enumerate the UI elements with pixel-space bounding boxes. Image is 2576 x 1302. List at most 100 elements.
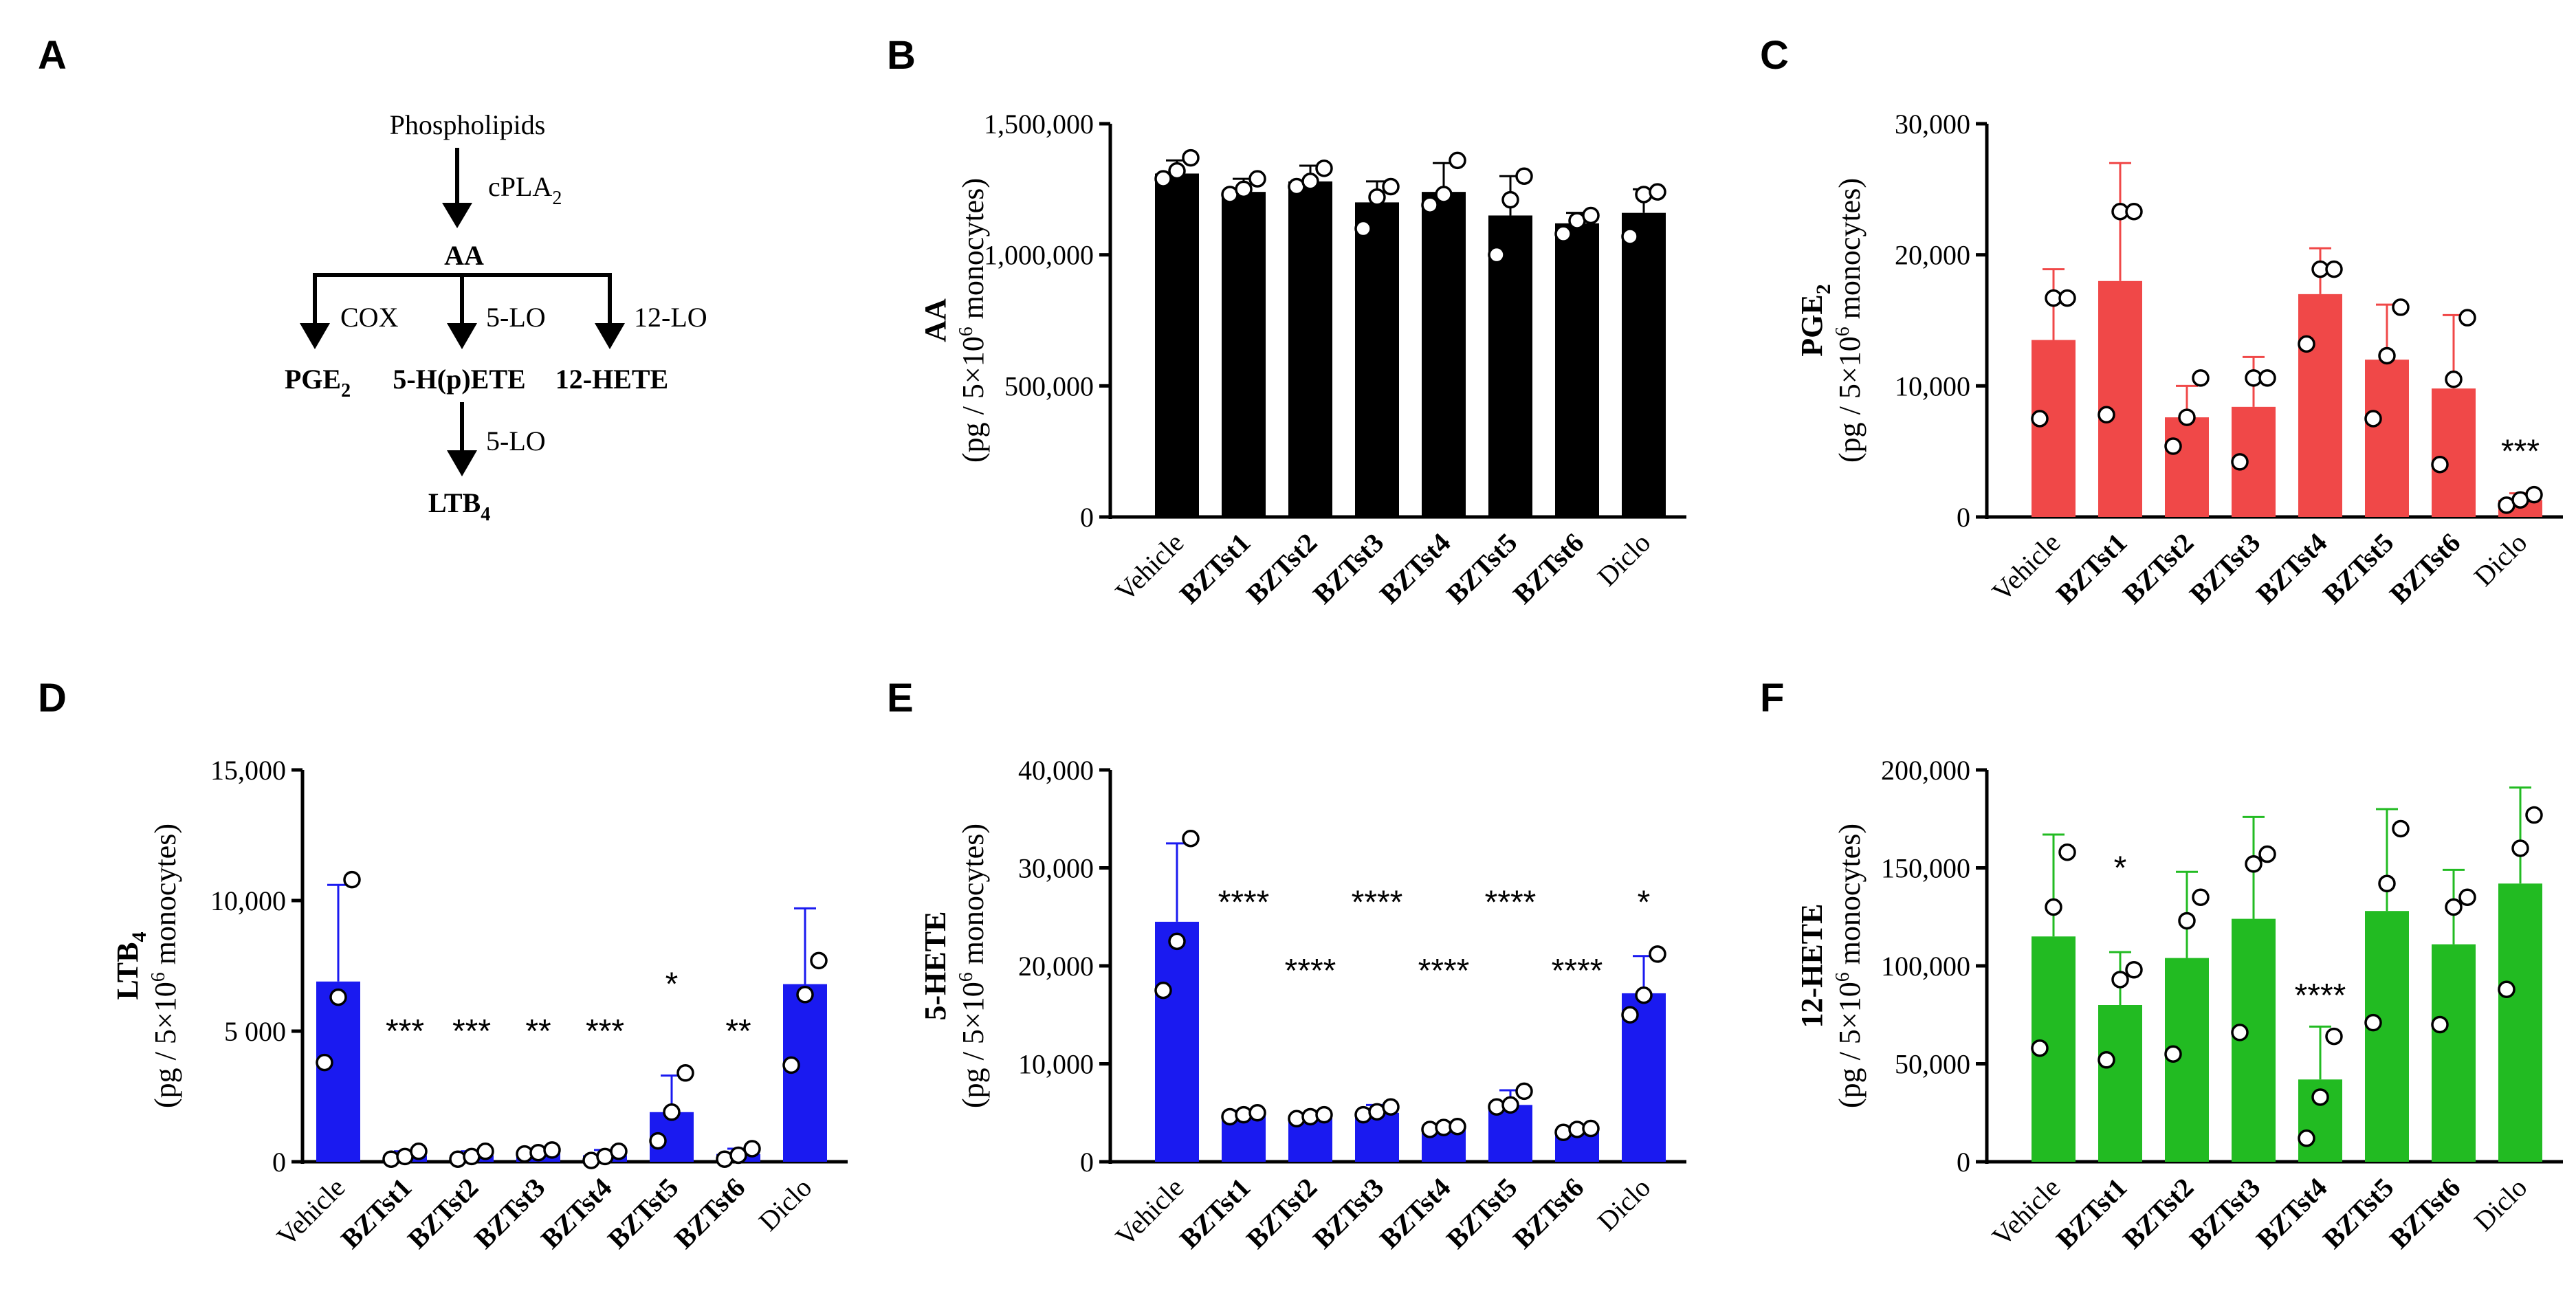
data-point-f — [2392, 819, 2410, 838]
data-point-c — [2231, 453, 2249, 471]
category-label-e: Diclo — [1592, 1172, 1657, 1237]
data-point-b — [1382, 177, 1400, 196]
category-label-e: BZTst5 — [1440, 1172, 1523, 1255]
data-point-c — [2445, 371, 2463, 388]
data-point-e — [1501, 1096, 1519, 1114]
category-label-e: BZTst4 — [1374, 1172, 1456, 1255]
bar-c — [2165, 417, 2209, 517]
category-label-f: Vehicle — [1986, 1172, 2067, 1253]
category-label-f: BZTst3 — [2183, 1172, 2266, 1255]
arrow-head-cox — [300, 323, 330, 349]
category-label-f: BZTst1 — [2050, 1172, 2133, 1255]
bar-c — [2032, 340, 2076, 517]
data-point-b — [1182, 148, 1200, 167]
y-tick-label-f: 0 — [1957, 1147, 1970, 1178]
data-point-f — [2098, 1051, 2115, 1069]
data-point-e — [1649, 945, 1666, 963]
y-tick-label-f: 200,000 — [1881, 755, 1970, 786]
bar-b — [1488, 215, 1532, 517]
data-point-f — [2192, 888, 2210, 906]
y-tick-label-e: 0 — [1080, 1147, 1094, 1178]
y-axis-unit-c: (pg / 5×106 monocytes) — [1832, 178, 1867, 463]
bar-c — [2298, 294, 2342, 517]
data-point-e — [1382, 1098, 1400, 1116]
category-label-c: Vehicle — [1986, 527, 2067, 608]
12hete-node: 12-HETE — [555, 364, 668, 395]
arrow-head-12lo — [595, 323, 625, 349]
cox-label: COX — [340, 302, 399, 333]
y-tick-label-f: 150,000 — [1881, 853, 1970, 884]
bar-f — [2098, 1005, 2142, 1162]
data-point-c — [2525, 485, 2543, 504]
y-tick-label-d: 0 — [272, 1147, 286, 1178]
significance-marker-e: **** — [1285, 953, 1336, 989]
category-label-d: BZTst3 — [468, 1172, 551, 1255]
category-label-c: BZTst4 — [2250, 527, 2333, 610]
y-tick-label-e: 20,000 — [1018, 951, 1094, 982]
y-tick-label-f: 50,000 — [1895, 1049, 1970, 1080]
category-label-d: BZTst6 — [668, 1172, 751, 1255]
data-point-f — [2311, 1088, 2329, 1106]
data-point-b — [1488, 245, 1506, 264]
category-label-c: Diclo — [2468, 527, 2533, 593]
y-tick-label-c: 0 — [1957, 502, 1970, 533]
data-point-f — [2511, 839, 2529, 857]
significance-marker-e: **** — [1352, 884, 1403, 920]
data-point-b — [1168, 162, 1186, 180]
category-label-c: BZTst5 — [2317, 527, 2399, 610]
data-point-d — [796, 986, 814, 1004]
data-point-d — [663, 1103, 681, 1121]
chart-c: C 0 10,000 20,000 30,000 PGE2(pg / 5×106 mono… — [1760, 33, 2563, 610]
y-tick-label-b: 1,000,000 — [984, 240, 1094, 271]
data-point-b — [1449, 151, 1466, 170]
data-point-b — [1354, 219, 1372, 238]
data-point-b — [1368, 188, 1386, 206]
panel-letter-a: A — [38, 33, 67, 78]
bar-b — [1355, 202, 1399, 517]
data-point-f — [2245, 855, 2263, 873]
data-point-f — [2364, 1013, 2382, 1032]
data-point-b — [1421, 196, 1439, 214]
y-axis-unit-d: (pg / 5×106 monocytes) — [148, 824, 182, 1108]
bar-b — [1222, 192, 1266, 517]
bar-b — [1288, 181, 1332, 517]
data-point-f — [2125, 960, 2143, 979]
data-point-c — [2298, 335, 2315, 353]
category-label-e: BZTst6 — [1507, 1172, 1589, 1255]
category-label-c: BZTst3 — [2183, 527, 2266, 610]
data-point-b — [1554, 225, 1572, 243]
data-point-d — [649, 1132, 667, 1150]
bar-b — [1155, 173, 1199, 517]
data-point-b — [1301, 173, 1319, 190]
data-point-d — [476, 1143, 494, 1160]
data-point-e — [1554, 1123, 1572, 1141]
data-point-c — [2458, 309, 2476, 327]
data-point-d — [810, 951, 828, 970]
bar-f — [2498, 883, 2542, 1162]
data-point-f — [2458, 888, 2476, 906]
data-point-e — [1315, 1105, 1333, 1124]
significance-marker-d: *** — [386, 1013, 424, 1050]
data-point-f — [2445, 898, 2463, 916]
data-point-c — [2392, 298, 2410, 316]
data-point-d — [782, 1056, 800, 1074]
data-point-b — [1435, 186, 1453, 203]
panel-letter-b: B — [887, 33, 916, 78]
y-tick-label-d: 5 000 — [224, 1016, 286, 1047]
data-point-f — [2498, 980, 2516, 998]
category-label-d: Diclo — [753, 1172, 818, 1237]
data-point-c — [2364, 410, 2382, 428]
data-point-f — [2525, 806, 2543, 824]
y-axis-title-d: LTB4 — [111, 931, 151, 1000]
y-axis-title-b: AA — [918, 298, 952, 342]
significance-marker-d: *** — [452, 1013, 491, 1050]
significance-marker-e: **** — [1485, 884, 1537, 920]
5lo-label-bottom: 5-LO — [486, 426, 546, 456]
bar-b — [1622, 212, 1666, 517]
cpla2-label: cPLA2 — [488, 171, 562, 209]
data-point-b — [1635, 186, 1653, 203]
data-point-e — [1635, 986, 1653, 1004]
category-label-b: BZTst3 — [1307, 527, 1389, 610]
arrow-head-5lo-ltb4 — [447, 450, 477, 476]
